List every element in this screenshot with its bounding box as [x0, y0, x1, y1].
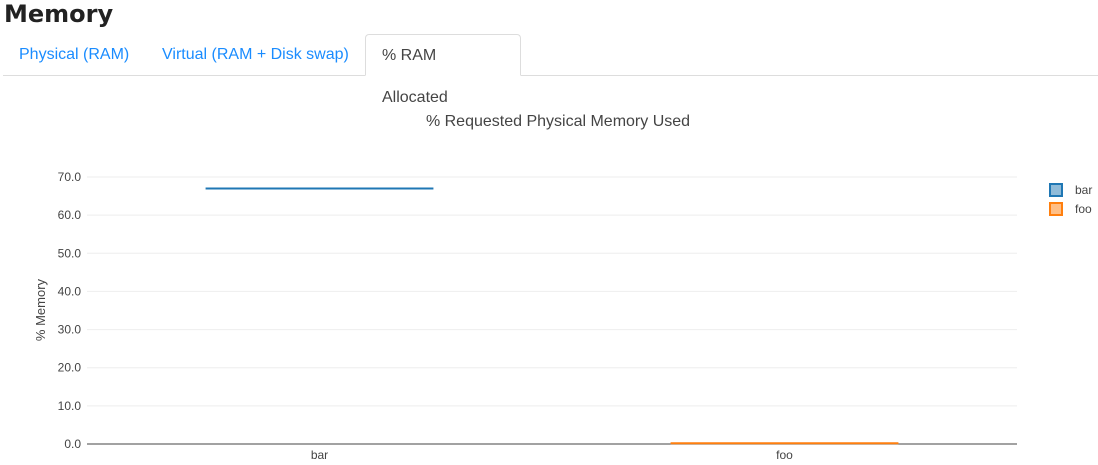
y-tick-label: 70.0 — [58, 170, 82, 184]
x-tick-label: bar — [311, 448, 328, 462]
y-tick-label: 0.0 — [64, 437, 81, 451]
legend-swatch-foo — [1049, 202, 1063, 216]
tab-physical-ram[interactable]: Physical (RAM) — [19, 46, 130, 63]
y-tick-label: 10.0 — [58, 399, 82, 413]
legend-swatch-bar — [1049, 183, 1063, 197]
legend-label-bar: bar — [1075, 183, 1092, 197]
page-title: Memory — [4, 0, 114, 28]
y-tick-label: 50.0 — [58, 246, 82, 260]
chart-title: % Requested Physical Memory Used — [426, 113, 690, 130]
tab-ram-allocated[interactable]: % RAM Allocated — [365, 34, 521, 106]
y-tick-label: 20.0 — [58, 361, 82, 375]
y-tick-label: 30.0 — [58, 323, 82, 337]
tab-bar: Physical (RAM) Virtual (RAM + Disk swap)… — [3, 34, 1098, 106]
y-tick-label: 40.0 — [58, 284, 82, 298]
legend-label-foo: foo — [1075, 202, 1092, 216]
tab-virtual-ram-swap[interactable]: Virtual (RAM + Disk swap) — [162, 46, 349, 63]
y-tick-label: 60.0 — [58, 208, 82, 222]
y-axis-label: % Memory — [33, 278, 48, 341]
x-tick-label: foo — [776, 448, 793, 462]
